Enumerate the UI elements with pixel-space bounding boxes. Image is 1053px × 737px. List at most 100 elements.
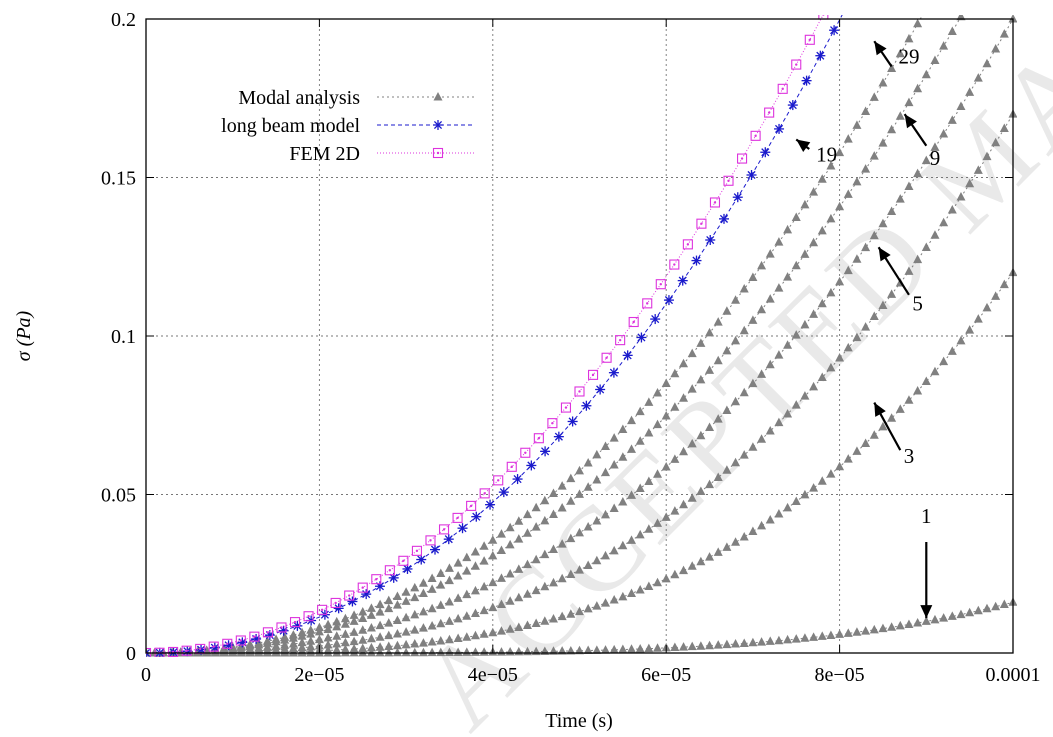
modal-mode-19-point [635, 436, 645, 445]
modal-mode-3-point [661, 573, 671, 583]
modal-mode-3-point [436, 635, 446, 645]
modal-mode-3-point [540, 616, 550, 625]
modal-mode-5-point [791, 400, 801, 409]
modal-mode-1-point [722, 639, 732, 649]
long-beam-series-point [746, 169, 757, 180]
fem-2d-series-point [655, 279, 666, 290]
modal-mode-29-point [722, 306, 732, 315]
fem-2d-series [146, 15, 829, 657]
modal-mode-9-point [288, 638, 298, 648]
modal-mode-3-point [939, 356, 949, 366]
modal-mode-9-point [592, 516, 602, 525]
modal-mode-19-point [800, 249, 810, 258]
modal-mode-19-point [531, 522, 541, 531]
modal-mode-9-point [783, 340, 793, 349]
fem-2d-series-point [669, 259, 680, 270]
modal-mode-3-point [583, 603, 593, 613]
modal-mode-1-point [575, 645, 584, 655]
modal-mode-9-point [340, 629, 350, 638]
modal-mode-9-point [679, 446, 689, 456]
legend-label: FEM 2D [289, 143, 360, 165]
modal-mode-9-point [895, 194, 905, 203]
modal-mode-3-point [427, 637, 437, 646]
modal-mode-5-point [713, 472, 723, 482]
y-tick-label: 0.05 [101, 485, 136, 507]
modal-mode-19-point [713, 355, 723, 365]
modal-mode-29-point [297, 627, 307, 637]
long-beam-series-point [636, 332, 647, 343]
modal-mode-5-point [618, 540, 628, 550]
fem-2d-series-point [249, 631, 260, 642]
modal-mode-29-point [358, 606, 368, 616]
long-beam-series-point [760, 147, 771, 158]
modal-mode-9-point [731, 396, 741, 406]
long-beam-series-point [416, 554, 427, 565]
modal-mode-3-point [878, 421, 888, 431]
modal-mode-5-point [887, 289, 897, 298]
modal-mode-19-point [757, 304, 767, 314]
modal-mode-3-point [783, 502, 793, 512]
modal-mode-9-point [757, 369, 767, 378]
fem-2d-series-point [357, 582, 368, 593]
modal-mode-1-point [609, 644, 619, 654]
modal-mode-1-point [696, 641, 706, 650]
modal-mode-3-point [765, 515, 775, 524]
modal-mode-3-point [982, 302, 992, 312]
modal-mode-29-point [809, 187, 819, 196]
fem-2d-series-point [533, 433, 544, 444]
modal-mode-1-point [731, 639, 741, 648]
modal-mode-5-point [973, 165, 983, 174]
modal-mode-9-point [358, 625, 368, 634]
modal-mode-9-point [297, 637, 307, 647]
modal-mode-9-point [852, 254, 862, 263]
long-beam-series-point [801, 75, 812, 86]
modal-mode-3-point [323, 645, 333, 654]
modal-mode-3-point [410, 639, 420, 648]
modal-mode-29-point [774, 237, 784, 246]
legend: Modal analysis long beam model FEM 2D [221, 87, 475, 165]
modal-mode-9-point [826, 287, 836, 297]
y-axis-symbol: σ [13, 350, 35, 361]
legend-label: Modal analysis [238, 87, 360, 109]
modal-mode-1-point [392, 647, 402, 657]
modal-mode-5-point [939, 217, 949, 227]
modal-mode-1-point [783, 634, 793, 644]
modal-mode-3-point [679, 565, 689, 575]
modal-mode-1-point [618, 644, 628, 654]
modal-mode-5-point [444, 616, 454, 625]
modal-mode-3-point [592, 601, 602, 610]
fem-2d-series-point [547, 418, 558, 429]
modal-mode-3-point [375, 642, 385, 651]
modal-mode-9-point [427, 603, 437, 613]
modal-mode-1-point [939, 613, 949, 622]
modal-mode-1-point [713, 640, 723, 649]
modal-mode-9-point [921, 155, 931, 165]
modal-mode-3-point [548, 614, 558, 623]
modal-mode-3-point [575, 606, 584, 616]
modal-mode-9-point [696, 430, 706, 440]
modal-mode-3-point [696, 556, 706, 566]
modal-mode-9-point [496, 573, 506, 582]
annotation-label: 19 [816, 143, 837, 167]
modal-mode-9-point [748, 378, 758, 388]
fem-2d-series-point [818, 15, 829, 20]
annotation-arrow-head [878, 247, 891, 262]
modal-mode-9-point [817, 298, 827, 308]
modal-mode-1-point [670, 642, 680, 652]
modal-mode-3-point [332, 645, 342, 654]
modal-mode-9-point [401, 612, 411, 622]
modal-mode-5-point [670, 506, 680, 515]
long-beam-series-point [691, 255, 702, 266]
modal-mode-19-point [817, 225, 827, 235]
modal-mode-29-point [635, 406, 645, 416]
modal-mode-5-point [783, 408, 793, 418]
modal-mode-1-point [462, 647, 472, 656]
modal-mode-29-point [783, 224, 793, 234]
modal-mode-9-point [973, 73, 983, 82]
modal-mode-3-point [999, 279, 1009, 289]
series-layer [146, 15, 1017, 657]
modal-mode-9-point [982, 58, 992, 68]
modal-mode-1-point [826, 630, 836, 639]
modal-mode-9-point [479, 581, 489, 591]
modal-mode-3-point [358, 643, 368, 652]
